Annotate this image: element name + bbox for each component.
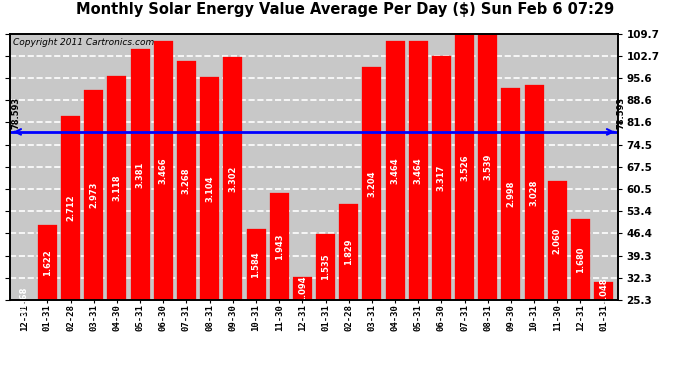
- Bar: [270, 193, 288, 300]
- Text: 3.539: 3.539: [483, 154, 492, 180]
- Bar: [154, 41, 172, 300]
- Text: 3.268: 3.268: [182, 167, 191, 194]
- Bar: [478, 34, 497, 300]
- Bar: [130, 50, 150, 300]
- Bar: [316, 234, 335, 300]
- Bar: [200, 77, 219, 300]
- Text: 3.464: 3.464: [414, 157, 423, 184]
- Bar: [408, 41, 428, 300]
- Bar: [246, 229, 266, 300]
- Bar: [362, 67, 382, 300]
- Bar: [339, 204, 358, 300]
- Bar: [432, 56, 451, 300]
- Text: 78.593: 78.593: [12, 97, 21, 129]
- Text: 1.943: 1.943: [275, 233, 284, 260]
- Text: 1.048: 1.048: [599, 278, 608, 304]
- Text: 2.060: 2.060: [553, 227, 562, 254]
- Text: 3.302: 3.302: [228, 165, 237, 192]
- Text: 3.317: 3.317: [437, 165, 446, 191]
- Bar: [177, 61, 196, 300]
- Text: 3.381: 3.381: [136, 162, 145, 188]
- Text: 78.593: 78.593: [616, 97, 625, 129]
- Text: 2.998: 2.998: [506, 181, 515, 207]
- Text: 1.094: 1.094: [298, 276, 307, 302]
- Text: 3.104: 3.104: [205, 175, 214, 202]
- Bar: [386, 41, 404, 300]
- Text: 3.028: 3.028: [530, 179, 539, 206]
- Bar: [571, 219, 590, 300]
- Bar: [38, 225, 57, 300]
- Text: 1.622: 1.622: [43, 249, 52, 276]
- Text: 2.712: 2.712: [66, 195, 75, 221]
- Text: 1.584: 1.584: [252, 251, 261, 278]
- Text: 3.118: 3.118: [112, 175, 121, 201]
- Bar: [293, 278, 312, 300]
- Text: 0.868: 0.868: [20, 287, 29, 313]
- Bar: [224, 57, 242, 300]
- Bar: [61, 116, 80, 300]
- Text: Copyright 2011 Cartronics.com: Copyright 2011 Cartronics.com: [13, 38, 155, 47]
- Text: 3.466: 3.466: [159, 157, 168, 184]
- Bar: [108, 76, 126, 300]
- Text: 1.680: 1.680: [576, 246, 585, 273]
- Bar: [594, 282, 613, 300]
- Text: 1.829: 1.829: [344, 239, 353, 266]
- Bar: [502, 88, 520, 300]
- Text: 3.464: 3.464: [391, 157, 400, 184]
- Bar: [524, 85, 544, 300]
- Text: 3.204: 3.204: [367, 170, 376, 197]
- Text: Monthly Solar Energy Value Average Per Day ($) Sun Feb 6 07:29: Monthly Solar Energy Value Average Per D…: [76, 2, 614, 17]
- Bar: [455, 35, 474, 300]
- Text: 1.535: 1.535: [321, 254, 330, 280]
- Bar: [84, 90, 103, 300]
- Text: 3.526: 3.526: [460, 154, 469, 181]
- Text: 2.973: 2.973: [89, 182, 98, 208]
- Bar: [548, 181, 566, 300]
